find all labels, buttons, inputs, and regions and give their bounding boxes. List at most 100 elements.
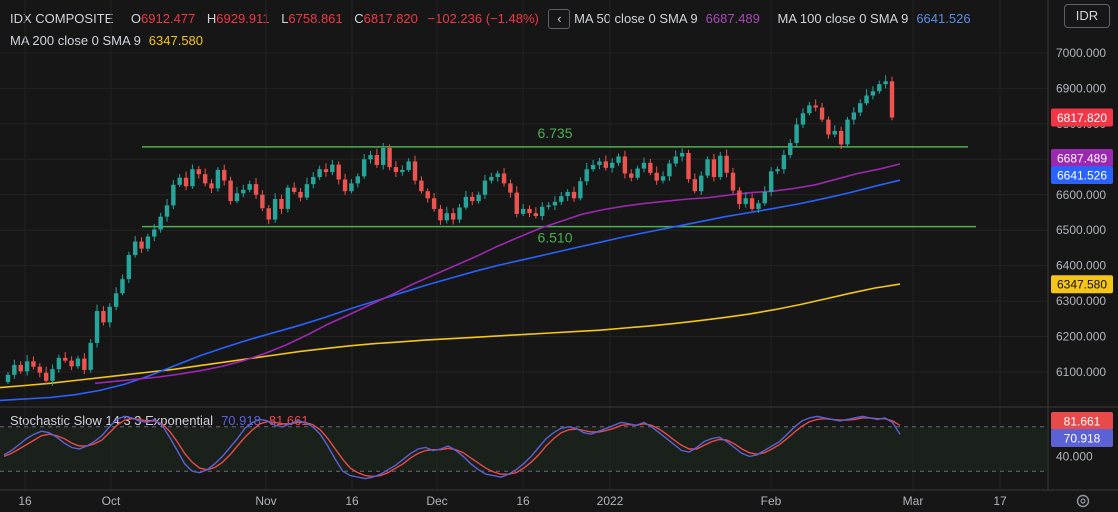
candle-body [18,364,23,372]
candle-body [50,369,55,381]
level-label: 6.735 [537,125,572,141]
candle-body [215,169,221,189]
ma50-value: 6687.489 [705,11,760,26]
candle [304,177,310,201]
candle [877,80,882,94]
candle [311,172,316,189]
open-value: 6912.477 [141,11,196,26]
candle [889,76,895,121]
y-tick-label: 6500.000 [1056,223,1106,237]
candle [12,359,17,379]
candle [571,186,577,202]
candle-body [578,181,583,199]
candle-body [788,142,793,156]
candle [476,191,481,204]
currency-selector[interactable]: IDR [1064,4,1110,28]
candle-body [832,130,837,135]
candle-body [298,191,303,198]
candle [69,356,74,371]
candle [756,200,761,213]
candle [794,118,799,148]
candle-body [241,189,246,194]
candle [870,86,876,100]
candle-body [629,173,634,178]
candle-body [425,191,430,199]
gear-icon[interactable] [1076,494,1090,508]
candle-body [724,155,729,173]
price-badge-text: 6641.526 [1057,169,1107,183]
candle-body [756,203,761,209]
candle-body [641,162,647,169]
candle [228,176,233,205]
ma200-value: 6347.580 [148,33,204,48]
candle [667,160,672,181]
candle-body [718,155,723,178]
candle [603,155,609,171]
candle-body [533,213,539,217]
candle [800,108,806,129]
candle-body [883,81,888,85]
candle [152,224,157,242]
candle-body [597,161,602,165]
candle [501,168,507,187]
candle-body [234,193,240,202]
candle [470,192,475,206]
candle-body [368,155,373,160]
candle [431,192,437,212]
candle-body [400,169,405,173]
ma100-value: 6641.526 [916,11,971,26]
stoch-badge-text: 81.661 [1064,415,1101,429]
x-tick-label: Nov [255,494,276,508]
candle-body [132,241,138,256]
candle-body [622,156,628,174]
change-value: −102.236 (−1.48%) [427,11,539,26]
candle [832,125,837,138]
candle [743,192,748,208]
candle [425,188,430,203]
candle [514,186,519,218]
candle [202,168,208,187]
stoch-band-fill [0,426,1048,472]
candle-body [323,169,329,173]
candle [253,178,259,200]
candle-body [482,180,488,195]
candle [826,116,831,139]
candle [31,356,36,370]
candle [190,164,195,189]
candle-body [355,176,360,184]
candle [145,233,151,252]
candle-body [870,91,876,96]
candle-body [807,105,812,114]
candle-body [654,172,659,181]
candle [291,182,297,195]
candle-body [514,192,519,214]
candle [730,167,736,194]
candle-body [546,205,551,207]
candle-body [813,105,818,108]
x-tick-label: 16 [18,494,32,508]
candle-body [330,164,335,173]
candle [749,193,755,212]
candle-body [190,169,195,187]
candle [419,176,424,194]
candle [858,99,863,117]
close-key: C [354,11,364,26]
candle [578,177,583,201]
candle-body [463,196,469,208]
chevron-left-icon[interactable]: ‹ [548,9,571,29]
candle [387,144,392,171]
candle-body [749,198,755,209]
candle [495,170,500,182]
candle [546,202,551,210]
candle-body [12,364,17,375]
price-badges: 6817.820 6687.489 6641.526 6347.580 81.661 70… [1051,108,1113,447]
candle-body [679,152,685,157]
candle [37,363,42,378]
candle-body [31,361,36,367]
main-legend: IDX COMPOSITE O6912.477 H6929.911 L6758.… [10,9,971,29]
candle-body [82,358,87,370]
price-badge-bg [1051,108,1113,127]
candle [113,287,119,311]
stoch-d-value: 81.661 [268,413,309,428]
